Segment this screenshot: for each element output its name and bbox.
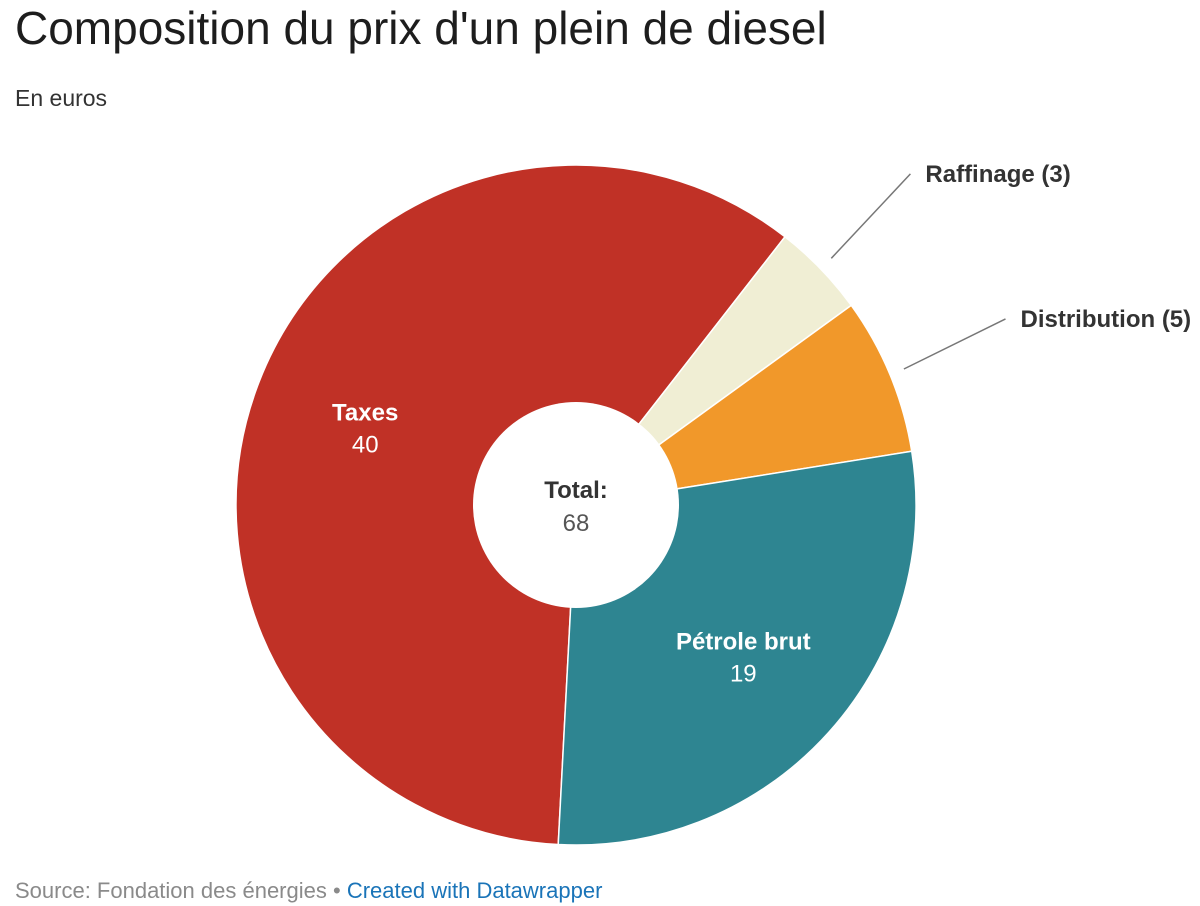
leader-line-raffinage [830,173,911,259]
leader-line-distribution [903,318,1006,370]
slice-labels: Taxes 40 Raffinage (3) Distribution (5) Pétr… [332,161,1191,688]
outside-label-distribution: Distribution (5) [1021,306,1192,333]
chart-footer: Source: Fondation des énergies • Created… [15,876,602,906]
footer-separator: • [333,878,341,903]
chart-subtitle: En euros [15,85,108,111]
donut-hole [473,402,679,608]
slice-value-taxes: 40 [352,431,379,458]
outside-label-raffinage: Raffinage (3) [925,161,1070,188]
chart-title: Composition du prix d'un plein de diesel [15,2,827,54]
leader-lines [830,173,1006,370]
slice-value-petrole-brut: 19 [730,660,757,687]
slice-label-petrole-brut: Pétrole brut [676,628,811,655]
footer-credit-link[interactable]: Created with Datawrapper [346,878,603,903]
center-total-label: Total: [544,477,608,504]
center-total-value: 68 [563,510,590,537]
slice-label-taxes: Taxes [332,399,398,426]
footer-source: Source: Fondation des énergies [15,878,327,903]
